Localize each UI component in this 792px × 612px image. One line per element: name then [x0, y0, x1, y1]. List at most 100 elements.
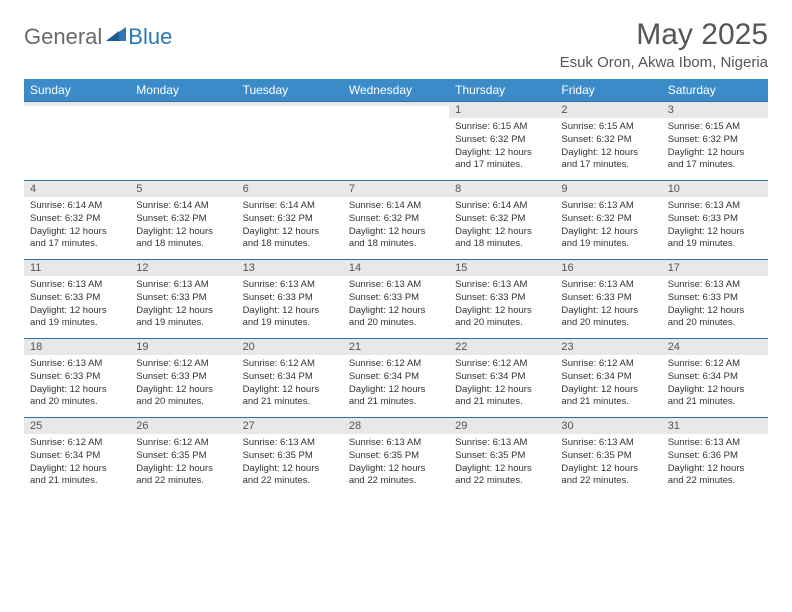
day-detail-line: Sunset: 6:32 PM: [243, 213, 337, 226]
day-detail-line: and 21 minutes.: [668, 396, 762, 409]
day-detail-line: and 19 minutes.: [30, 317, 124, 330]
calendar-day-cell: 3Sunrise: 6:15 AMSunset: 6:32 PMDaylight…: [662, 102, 768, 181]
day-detail-line: and 19 minutes.: [668, 238, 762, 251]
day-number: 31: [662, 418, 768, 434]
day-detail-line: and 20 minutes.: [455, 317, 549, 330]
day-detail-line: and 21 minutes.: [243, 396, 337, 409]
day-detail-line: and 18 minutes.: [455, 238, 549, 251]
calendar-day-cell: 24Sunrise: 6:12 AMSunset: 6:34 PMDayligh…: [662, 339, 768, 418]
day-detail-line: Sunrise: 6:13 AM: [561, 437, 655, 450]
calendar-day-cell: 4Sunrise: 6:14 AMSunset: 6:32 PMDaylight…: [24, 181, 130, 260]
day-details: Sunrise: 6:15 AMSunset: 6:32 PMDaylight:…: [449, 118, 555, 180]
day-details: Sunrise: 6:13 AMSunset: 6:33 PMDaylight:…: [24, 355, 130, 417]
calendar-week-row: 1Sunrise: 6:15 AMSunset: 6:32 PMDaylight…: [24, 102, 768, 181]
day-detail-line: Daylight: 12 hours: [243, 226, 337, 239]
day-number: 14: [343, 260, 449, 276]
day-header: Thursday: [449, 79, 555, 102]
header: General Blue May 2025 Esuk Oron, Akwa Ib…: [24, 18, 768, 71]
day-number: 5: [130, 181, 236, 197]
day-detail-line: and 21 minutes.: [30, 475, 124, 488]
day-details: Sunrise: 6:13 AMSunset: 6:33 PMDaylight:…: [662, 197, 768, 259]
day-detail-line: Daylight: 12 hours: [30, 384, 124, 397]
day-details: Sunrise: 6:12 AMSunset: 6:33 PMDaylight:…: [130, 355, 236, 417]
day-detail-line: Sunset: 6:33 PM: [349, 292, 443, 305]
day-details: Sunrise: 6:13 AMSunset: 6:33 PMDaylight:…: [662, 276, 768, 338]
day-header: Friday: [555, 79, 661, 102]
day-number: 28: [343, 418, 449, 434]
day-details: Sunrise: 6:14 AMSunset: 6:32 PMDaylight:…: [24, 197, 130, 259]
calendar-day-cell: 14 Sunrise: 6:13 AMSunset: 6:33 PMDayligh…: [343, 260, 449, 339]
day-number: 26: [130, 418, 236, 434]
day-detail-line: Daylight: 12 hours: [561, 147, 655, 160]
day-detail-line: Sunset: 6:32 PM: [668, 134, 762, 147]
day-header: Saturday: [662, 79, 768, 102]
calendar-day-cell: 1Sunrise: 6:15 AMSunset: 6:32 PMDaylight…: [449, 102, 555, 181]
day-detail-line: Sunset: 6:34 PM: [561, 371, 655, 384]
calendar-day-cell: [24, 102, 130, 181]
day-detail-line: Sunset: 6:33 PM: [136, 292, 230, 305]
day-details: Sunrise: 6:13 AMSunset: 6:35 PMDaylight:…: [237, 434, 343, 496]
day-details: Sunrise: 6:13 AMSunset: 6:33 PMDaylight:…: [24, 276, 130, 338]
day-details: Sunrise: 6:14 AMSunset: 6:32 PMDaylight:…: [449, 197, 555, 259]
day-number: 18: [24, 339, 130, 355]
day-number: 23: [555, 339, 661, 355]
calendar-day-cell: 22Sunrise: 6:12 AMSunset: 6:34 PMDayligh…: [449, 339, 555, 418]
day-details: Sunrise: 6:12 AMSunset: 6:34 PMDaylight:…: [662, 355, 768, 417]
day-detail-line: Sunset: 6:33 PM: [30, 371, 124, 384]
calendar-table: Sunday Monday Tuesday Wednesday Thursday…: [24, 79, 768, 496]
calendar-day-cell: 19Sunrise: 6:12 AMSunset: 6:33 PMDayligh…: [130, 339, 236, 418]
day-detail-line: Sunrise: 6:15 AM: [668, 121, 762, 134]
day-number: 11: [24, 260, 130, 276]
day-details: Sunrise: 6:12 AMSunset: 6:34 PMDaylight:…: [237, 355, 343, 417]
calendar-day-cell: 23Sunrise: 6:12 AMSunset: 6:34 PMDayligh…: [555, 339, 661, 418]
day-details: Sunrise: 6:13 AMSunset: 6:32 PMDaylight:…: [555, 197, 661, 259]
calendar-day-cell: 29Sunrise: 6:13 AMSunset: 6:35 PMDayligh…: [449, 418, 555, 497]
day-detail-line: and 20 minutes.: [136, 396, 230, 409]
day-number: 2: [555, 102, 661, 118]
day-detail-line: Daylight: 12 hours: [349, 305, 443, 318]
day-number: 17: [662, 260, 768, 276]
day-details: Sunrise: 6:12 AMSunset: 6:34 PMDaylight:…: [555, 355, 661, 417]
day-detail-line: Sunrise: 6:13 AM: [561, 200, 655, 213]
day-detail-line: Daylight: 12 hours: [455, 305, 549, 318]
day-header: Sunday: [24, 79, 130, 102]
day-details: Sunrise: 6:14 AMSunset: 6:32 PMDaylight:…: [237, 197, 343, 259]
day-detail-line: Sunset: 6:32 PM: [349, 213, 443, 226]
day-detail-line: Sunrise: 6:13 AM: [136, 279, 230, 292]
day-details: Sunrise: 6:13 AMSunset: 6:33 PMDaylight:…: [237, 276, 343, 338]
day-header: Wednesday: [343, 79, 449, 102]
day-detail-line: Sunset: 6:36 PM: [668, 450, 762, 463]
day-detail-line: Sunrise: 6:13 AM: [243, 279, 337, 292]
calendar-day-cell: 18Sunrise: 6:13 AMSunset: 6:33 PMDayligh…: [24, 339, 130, 418]
day-detail-line: Sunrise: 6:13 AM: [30, 279, 124, 292]
calendar-day-cell: 13Sunrise: 6:13 AMSunset: 6:33 PMDayligh…: [237, 260, 343, 339]
day-detail-line: and 18 minutes.: [349, 238, 443, 251]
day-detail-line: Sunset: 6:34 PM: [455, 371, 549, 384]
brand-sail-icon: [106, 27, 126, 41]
day-detail-line: Daylight: 12 hours: [668, 147, 762, 160]
calendar-day-cell: 21Sunrise: 6:12 AMSunset: 6:34 PMDayligh…: [343, 339, 449, 418]
day-details: Sunrise: 6:13 AMSunset: 6:35 PMDaylight:…: [343, 434, 449, 496]
day-header: Tuesday: [237, 79, 343, 102]
day-detail-line: Daylight: 12 hours: [455, 147, 549, 160]
calendar-week-row: 25Sunrise: 6:12 AMSunset: 6:34 PMDayligh…: [24, 418, 768, 497]
day-details: Sunrise: 6:15 AMSunset: 6:32 PMDaylight:…: [555, 118, 661, 180]
day-number: 25: [24, 418, 130, 434]
day-header: Monday: [130, 79, 236, 102]
day-detail-line: Daylight: 12 hours: [349, 463, 443, 476]
day-number: 19: [130, 339, 236, 355]
day-details: [237, 106, 343, 168]
day-detail-line: Sunset: 6:32 PM: [136, 213, 230, 226]
day-detail-line: Sunrise: 6:13 AM: [349, 279, 443, 292]
calendar-day-cell: 26Sunrise: 6:12 AMSunset: 6:35 PMDayligh…: [130, 418, 236, 497]
day-detail-line: Sunset: 6:33 PM: [30, 292, 124, 305]
day-number: 22: [449, 339, 555, 355]
day-detail-line: Sunrise: 6:13 AM: [30, 358, 124, 371]
day-detail-line: and 22 minutes.: [136, 475, 230, 488]
day-number: 24: [662, 339, 768, 355]
day-number: 8: [449, 181, 555, 197]
day-detail-line: Sunset: 6:33 PM: [243, 292, 337, 305]
day-detail-line: Sunrise: 6:13 AM: [668, 279, 762, 292]
day-detail-line: Sunset: 6:34 PM: [668, 371, 762, 384]
day-detail-line: Daylight: 12 hours: [455, 226, 549, 239]
